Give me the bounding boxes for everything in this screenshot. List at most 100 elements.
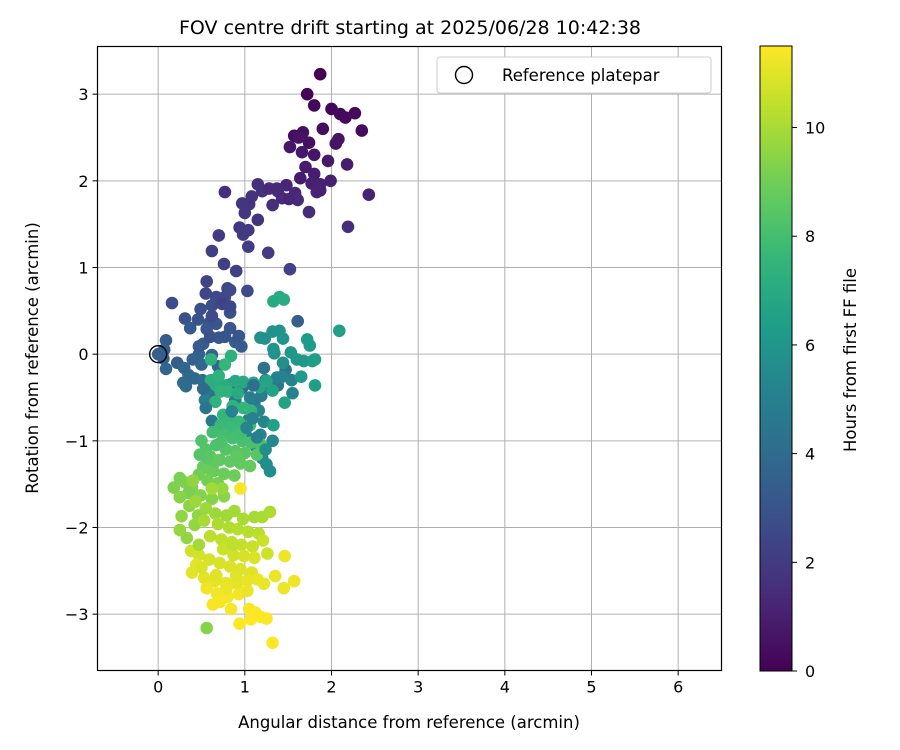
colorbar-tick-label: 2 (805, 553, 815, 572)
data-point (217, 257, 231, 271)
data-point (188, 518, 201, 532)
y-axis: −3 −2 −1 0 1 2 3 (65, 85, 98, 624)
data-point (263, 464, 277, 478)
data-point (292, 131, 305, 144)
data-point (276, 356, 290, 370)
data-point (223, 283, 237, 297)
data-point (221, 385, 234, 398)
data-point (159, 334, 173, 347)
data-point (261, 547, 274, 560)
data-point (235, 197, 249, 210)
data-point (307, 167, 321, 181)
x-tick-label: 3 (413, 678, 423, 697)
data-point (308, 379, 322, 392)
data-point (229, 374, 242, 388)
x-axis: 0 1 2 3 4 5 6 (153, 670, 683, 697)
data-point (218, 358, 232, 371)
data-point (186, 474, 200, 488)
data-point (212, 369, 226, 383)
data-point (206, 425, 220, 439)
data-point (241, 574, 254, 587)
data-point (200, 275, 213, 288)
data-point (205, 482, 219, 495)
data-point (243, 391, 257, 404)
data-point (266, 434, 279, 448)
data-point (283, 262, 297, 276)
data-point (294, 370, 308, 384)
data-point (339, 111, 352, 124)
data-point (205, 299, 219, 312)
x-tick-label: 0 (153, 678, 163, 697)
data-point (217, 467, 231, 481)
data-point (234, 482, 247, 495)
y-tick-label: −3 (65, 605, 89, 624)
x-axis-label: Angular distance from reference (arcmin) (238, 713, 580, 732)
reference-point-fill (151, 347, 165, 361)
data-point (302, 136, 316, 149)
data-point (307, 99, 321, 112)
data-point (241, 584, 254, 598)
data-point (267, 342, 280, 356)
data-point (348, 106, 362, 120)
data-point (268, 569, 282, 583)
legend-marker (454, 65, 474, 85)
data-point (246, 540, 259, 553)
data-point (299, 160, 312, 174)
data-point (204, 353, 218, 366)
data-point (256, 534, 270, 547)
data-point (324, 174, 337, 188)
data-point (235, 538, 248, 552)
legend-label: Reference platepar (502, 66, 660, 85)
data-point (211, 517, 225, 531)
colorbar-tick-label: 8 (805, 227, 815, 246)
data-point (167, 481, 181, 494)
data-point (194, 302, 207, 316)
data-point (277, 293, 291, 306)
data-point (362, 188, 376, 201)
data-point (259, 443, 272, 456)
data-point (228, 469, 241, 482)
data-point (257, 415, 271, 429)
colorbar-label: Hours from first FF file (841, 268, 860, 452)
colorbar-tick-label: 10 (805, 119, 825, 138)
x-tick-label: 2 (326, 678, 336, 697)
data-point (229, 569, 243, 583)
data-point (277, 581, 291, 595)
data-point (216, 482, 229, 495)
data-point (175, 509, 188, 523)
reference-point-ring (148, 344, 168, 364)
data-point (199, 401, 213, 415)
data-point (216, 542, 230, 556)
data-point (228, 504, 241, 518)
data-point (285, 373, 298, 387)
data-point (179, 379, 193, 393)
data-point (218, 185, 232, 199)
data-point (235, 340, 248, 353)
data-point (233, 617, 246, 630)
colorbar-ticks: 0 2 4 6 8 10 (792, 119, 825, 681)
data-point (250, 431, 264, 444)
data-point (200, 621, 213, 635)
data-point (186, 353, 200, 366)
data-point (200, 581, 213, 595)
plot-frame (96, 45, 723, 672)
data-point (238, 206, 252, 220)
y-tick-label: −2 (65, 519, 89, 538)
data-point (226, 538, 239, 552)
data-point (287, 574, 301, 588)
data-point (276, 332, 290, 345)
data-point (203, 529, 217, 543)
data-point (195, 561, 208, 574)
data-point (242, 525, 255, 539)
data-point (321, 154, 335, 168)
data-point (248, 551, 261, 565)
data-point (215, 435, 228, 449)
data-point (257, 361, 271, 375)
data-point (180, 531, 194, 545)
legend: Reference platepar (436, 56, 712, 94)
data-point (205, 309, 219, 323)
data-point (263, 505, 277, 519)
data-point (260, 612, 273, 625)
data-point (205, 244, 219, 258)
legend-box (436, 56, 712, 94)
